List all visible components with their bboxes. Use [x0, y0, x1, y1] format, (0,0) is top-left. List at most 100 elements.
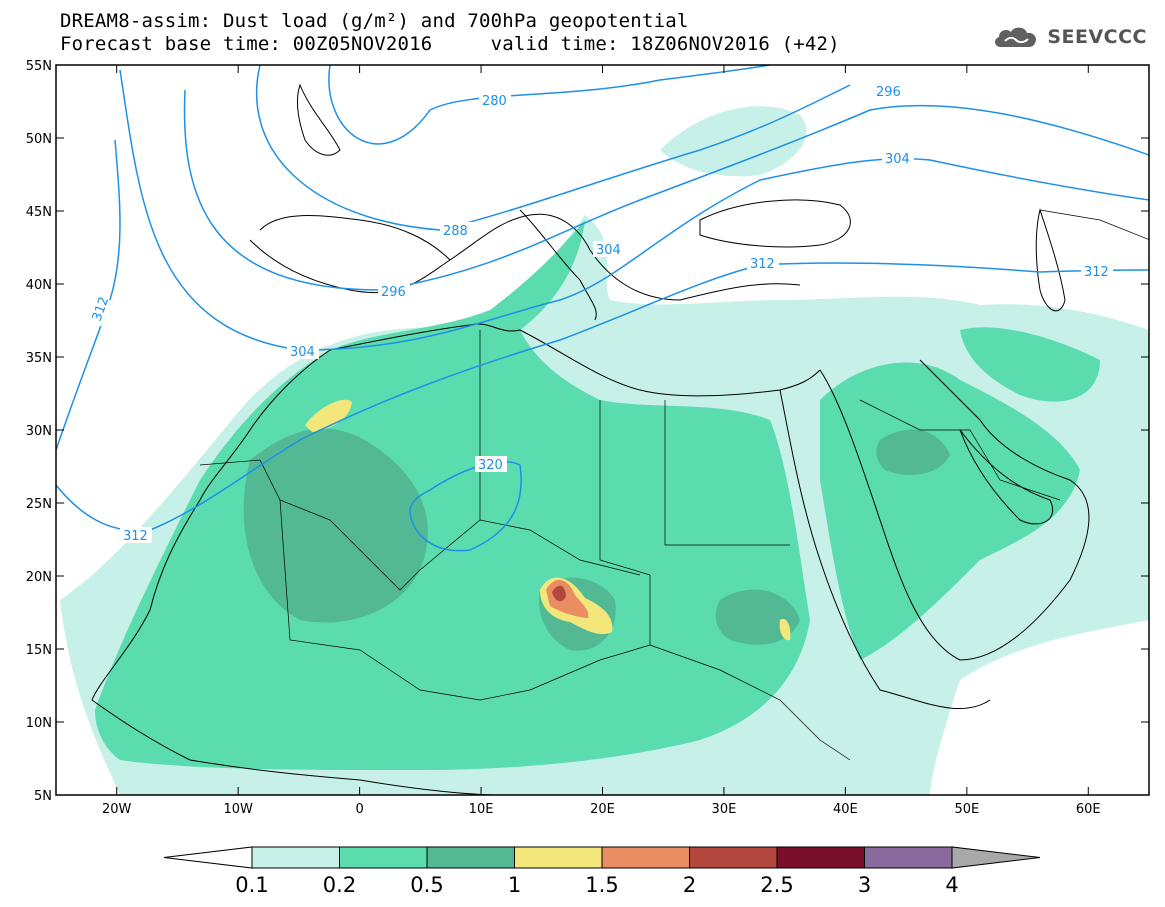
contour-label-bg [378, 283, 410, 299]
colorbar-under-triangle [163, 846, 253, 869]
dust-level-0.5-c [876, 429, 950, 475]
border-line [664, 400, 790, 546]
lat-tick-label: 5N [34, 789, 52, 804]
dust-level-0.5-b [715, 589, 800, 645]
contour-label: 312 [1084, 265, 1109, 280]
coast-africa-west [91, 349, 501, 795]
lon-tick-label: 40E [833, 802, 858, 817]
lat-tick-label: 40N [26, 278, 52, 293]
contour-label-bg [440, 222, 472, 238]
contour-label-bg [88, 300, 112, 326]
map-title: DREAM8-assim: Dust load (g/m²) and 700hP… [60, 10, 689, 32]
contour-label: 320 [478, 458, 503, 473]
colorbar-swatch [251, 846, 340, 869]
colorbar-swatch [864, 846, 953, 869]
dust-level-1-c [779, 618, 791, 641]
colorbar-over-triangle [951, 846, 1041, 869]
coast-redsea [779, 389, 991, 710]
coast-caspian [1035, 208, 1066, 312]
seevccc-logo: SEEVCCC [991, 24, 1147, 50]
dust-level-0.2-east [820, 362, 1080, 660]
colorbar-swatch [339, 846, 428, 869]
lon-tick-label: 50E [954, 802, 979, 817]
lon-tick-label: 20W [102, 802, 132, 817]
logo-text: SEEVCCC [1047, 26, 1147, 48]
cloud-icon [995, 27, 1037, 47]
border-line [599, 400, 651, 645]
colorbar-label: 1 [508, 873, 521, 897]
contour-label-bg [287, 343, 319, 359]
contour-label-bg [479, 92, 511, 108]
country-borders [199, 209, 1149, 761]
dust-load-field [60, 106, 1149, 795]
latitude-axis: 55N 50N 45N 40N 35N 30N 25N 20N 15N 10N 5N [26, 59, 1149, 804]
dust-level-2 [552, 585, 566, 602]
contour-label-bg [882, 150, 914, 166]
colorbar-label: 4 [945, 873, 958, 897]
border-line [719, 669, 851, 761]
contour-288 [255, 65, 851, 231]
border-line [199, 459, 641, 591]
border-line [1039, 209, 1149, 240]
colorbar-swatch [776, 846, 865, 869]
coast-arabia [819, 359, 1090, 661]
coast-gulf [959, 429, 1054, 525]
lat-tick-label: 55N [26, 59, 52, 74]
lat-tick-label: 15N [26, 643, 52, 658]
contour-label: 312 [750, 257, 775, 272]
contour-312-south [56, 262, 1149, 532]
coast-blacksea [699, 199, 851, 248]
colorbar-label: 3 [858, 873, 871, 897]
contour-label-bg [873, 83, 905, 99]
lon-tick-label: 10E [469, 802, 494, 817]
colorbar-label: 1.5 [585, 873, 618, 897]
colorbar-label: 2.5 [760, 873, 793, 897]
lon-tick-label: 20E [590, 802, 615, 817]
dust-level-0.2-levant [960, 327, 1100, 402]
colorbar-label: 0.5 [410, 873, 443, 897]
lat-tick-label: 50N [26, 132, 52, 147]
coast-italy [519, 209, 597, 321]
contour-label-bg [475, 456, 507, 472]
contour-label: 312 [123, 529, 148, 544]
colorbar-label: 2 [683, 873, 696, 897]
contour-label-bg [1081, 263, 1113, 279]
contour-296 [183, 89, 1149, 291]
contour-label: 296 [876, 85, 901, 100]
contour-312-west [56, 139, 121, 451]
colorbar-swatch [601, 846, 690, 869]
coast-uk [297, 83, 341, 156]
lat-tick-label: 25N [26, 497, 52, 512]
colorbar-swatch [689, 846, 778, 869]
border-line [359, 644, 721, 701]
coast-iberia [259, 215, 451, 261]
dust-level-1 [305, 399, 352, 432]
border-line [859, 399, 1061, 501]
lon-tick-label: 10W [223, 802, 253, 817]
colorbar-label: 0.2 [323, 873, 356, 897]
lat-tick-label: 35N [26, 351, 52, 366]
contour-label: 280 [482, 94, 507, 109]
colorbar-swatch [426, 846, 515, 869]
contour-304 [119, 69, 1149, 351]
longitude-axis: 20W 10W 0 10E 20E 30E 40E 50E 60E [102, 65, 1101, 817]
contour-label-bg [747, 255, 779, 271]
coast-europe-south [249, 213, 801, 301]
contour-labels: 280 296 304 288 304 296 312 312 312 304 … [88, 83, 1113, 544]
colorbar-label: 0.1 [235, 873, 268, 897]
lat-tick-label: 30N [26, 424, 52, 439]
lon-tick-label: 60E [1076, 802, 1101, 817]
lat-tick-label: 20N [26, 570, 52, 585]
lat-tick-label: 45N [26, 205, 52, 220]
forecast-time-line: Forecast base time: 00Z05NOV2016 valid t… [60, 33, 840, 55]
dust-level-0.2 [95, 220, 810, 770]
contour-label: 304 [596, 243, 621, 258]
colorbar: 0.1 0.2 0.5 1 1.5 2 2.5 3 4 [163, 846, 1041, 897]
coast-africa-north [329, 323, 821, 397]
contour-label-bg [120, 527, 152, 543]
border-line [279, 499, 361, 651]
colorbar-swatch [514, 846, 603, 869]
lon-tick-label: 30E [712, 802, 737, 817]
lat-tick-label: 10N [26, 716, 52, 731]
